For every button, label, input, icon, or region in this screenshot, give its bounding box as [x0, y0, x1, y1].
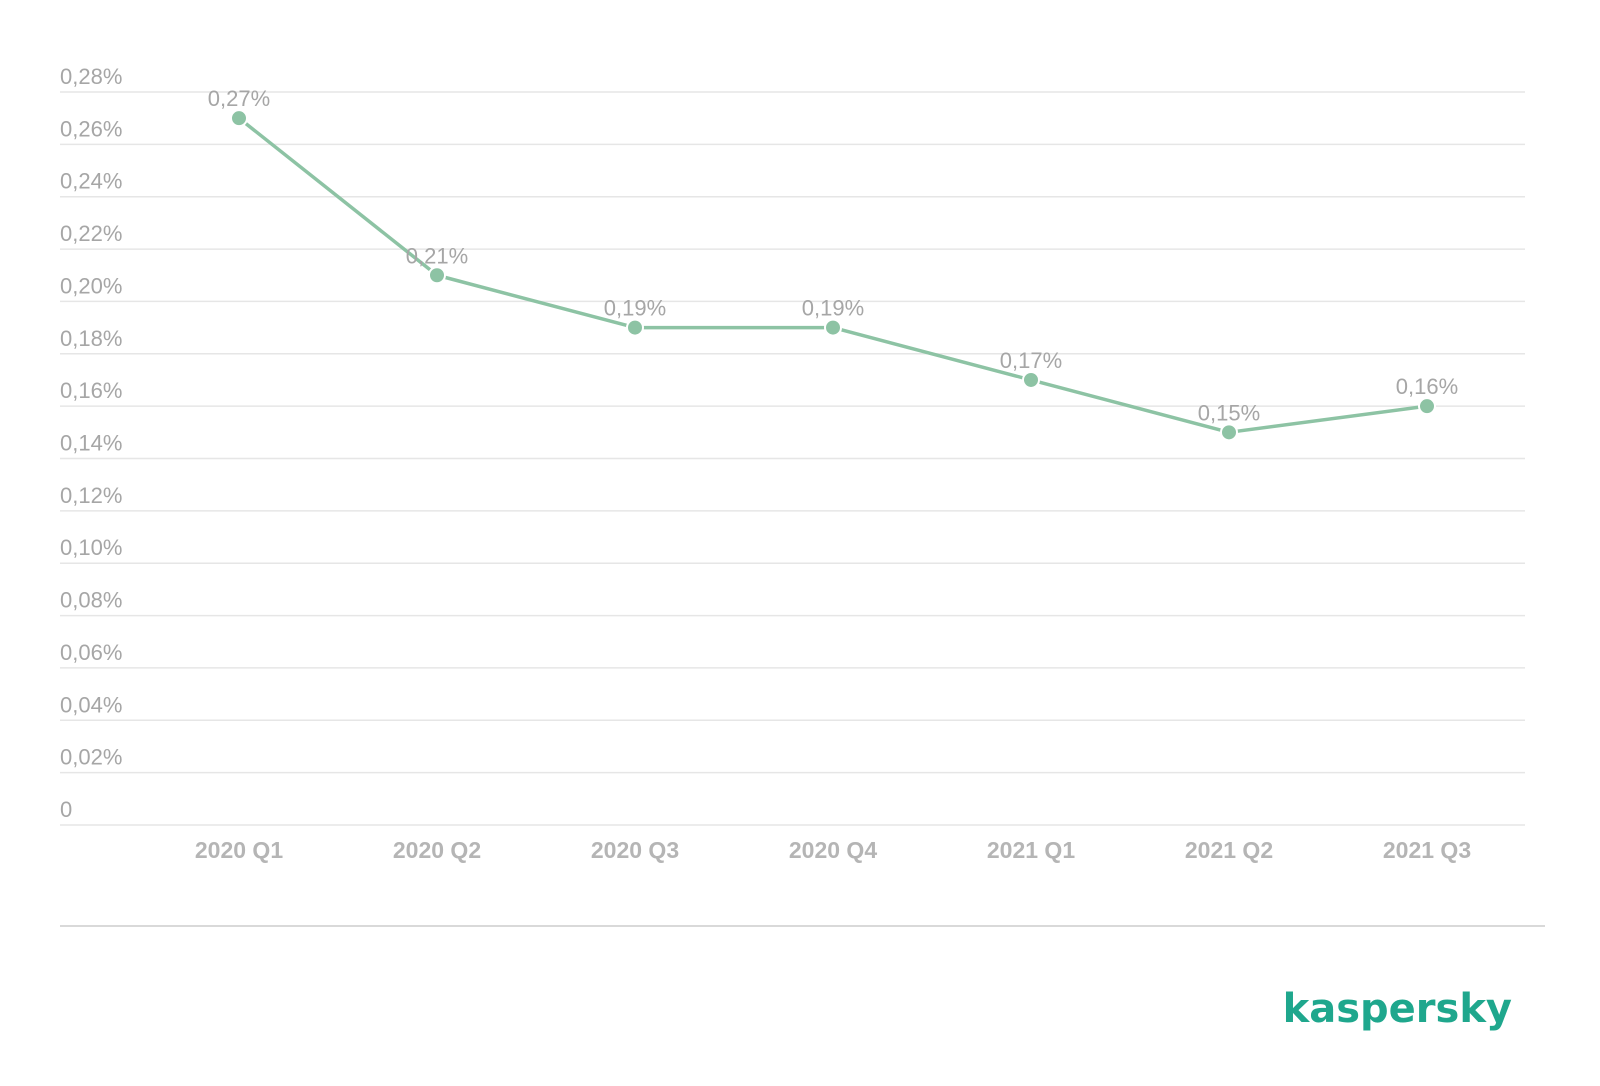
- y-tick-label-12: 0,24%: [60, 169, 122, 194]
- x-tick-label-6: 2021 Q3: [1383, 837, 1471, 863]
- y-tick-label-4: 0,08%: [60, 588, 122, 613]
- kaspersky-logo: kaspersky: [1283, 986, 1512, 1032]
- data-label-4: 0,17%: [1000, 348, 1062, 373]
- y-tick-label-1: 0,02%: [60, 745, 122, 770]
- y-tick-label-3: 0,06%: [60, 640, 122, 665]
- x-tick-label-2: 2020 Q3: [591, 837, 679, 863]
- y-axis-tick-labels: 0 0,02% 0,04% 0,06% 0,08% 0,10% 0,12% 0,14% 0,16…: [60, 64, 122, 822]
- x-tick-label-5: 2021 Q2: [1185, 837, 1273, 863]
- data-point-2: [626, 318, 644, 337]
- y-tick-label-0: 0: [60, 797, 72, 822]
- y-tick-label-14: 0,28%: [60, 64, 122, 89]
- y-tick-label-5: 0,10%: [60, 535, 122, 560]
- data-label-2: 0,19%: [604, 296, 666, 321]
- y-tick-label-13: 0,26%: [60, 116, 122, 141]
- data-label-1: 0,21%: [406, 243, 468, 268]
- data-point-5: [1220, 423, 1238, 442]
- data-label-0: 0,27%: [208, 86, 270, 111]
- x-tick-label-3: 2020 Q4: [789, 837, 877, 863]
- y-tick-label-7: 0,14%: [60, 431, 122, 456]
- data-point-6: [1418, 397, 1436, 416]
- series-group: [230, 109, 1436, 442]
- data-label-6: 0,16%: [1396, 374, 1458, 399]
- y-tick-label-11: 0,22%: [60, 221, 122, 246]
- series-line: [237, 116, 1429, 435]
- data-label-5: 0,15%: [1198, 400, 1260, 425]
- data-point-4: [1022, 370, 1040, 389]
- data-labels: 0,27% 0,21% 0,19% 0,19% 0,17% 0,15% 0,16%: [208, 86, 1458, 425]
- data-label-3: 0,19%: [802, 296, 864, 321]
- data-point-0: [230, 109, 248, 128]
- y-tick-label-10: 0,20%: [60, 273, 122, 298]
- y-tick-label-6: 0,12%: [60, 483, 122, 508]
- data-point-3: [824, 318, 842, 337]
- x-tick-label-4: 2021 Q1: [987, 837, 1075, 863]
- y-tick-label-8: 0,16%: [60, 378, 122, 403]
- gridlines: [60, 91, 1525, 826]
- x-tick-label-0: 2020 Q1: [195, 837, 283, 863]
- x-axis-tick-labels: 2020 Q1 2020 Q2 2020 Q3 2020 Q4 2021 Q1 2021 …: [195, 837, 1471, 863]
- y-tick-label-9: 0,18%: [60, 326, 122, 351]
- x-tick-label-1: 2020 Q2: [393, 837, 481, 863]
- y-tick-label-2: 0,04%: [60, 692, 122, 717]
- data-point-1: [428, 266, 446, 285]
